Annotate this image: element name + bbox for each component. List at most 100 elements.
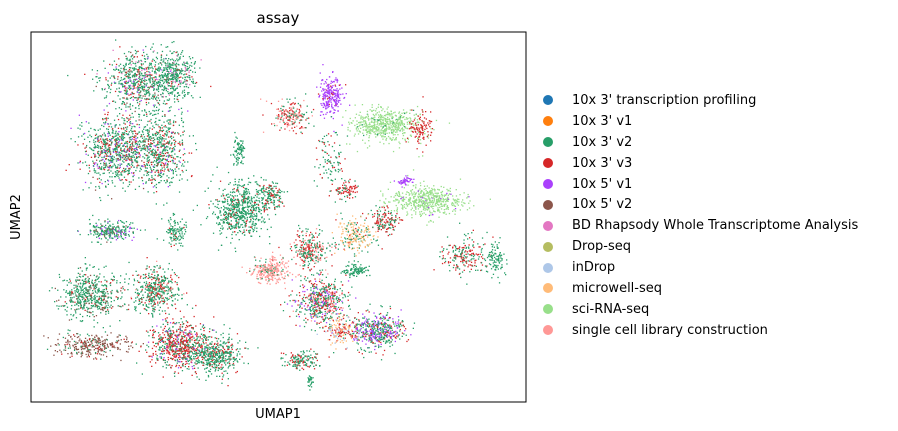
data-point [188,152,190,154]
data-point [192,71,194,73]
data-point [135,310,137,312]
data-point [67,332,69,335]
data-point [170,336,172,339]
data-point [182,342,184,344]
data-point [174,354,176,356]
data-point [171,181,173,184]
data-point [150,284,152,286]
data-point [164,87,167,89]
data-point [105,96,107,99]
data-point [75,303,78,305]
data-point [120,230,122,232]
data-point [147,66,149,69]
data-point [162,95,165,98]
data-point [162,358,164,361]
data-point [167,127,169,129]
data-point [134,82,136,84]
data-point [63,305,65,307]
data-point [139,84,141,86]
data-point [122,114,124,116]
data-point [134,188,137,190]
data-point [149,148,151,150]
data-point [104,145,107,147]
data-point [179,345,181,347]
data-point [168,352,171,354]
data-point [128,85,130,87]
data-point [183,331,185,334]
data-point [182,363,184,365]
data-point [143,86,146,88]
data-point [98,234,100,237]
data-point [172,350,174,353]
data-point [151,287,153,289]
data-point [131,227,133,229]
data-point [116,340,118,342]
data-point [171,72,174,74]
data-point [175,65,177,67]
data-point [236,360,238,362]
data-point [123,128,125,130]
data-point [175,66,178,68]
data-point [173,89,175,92]
data-point [129,80,131,82]
data-point [241,356,243,358]
data-point [156,164,158,167]
data-point [164,62,166,64]
data-point [113,81,116,83]
data-point [172,171,174,173]
data-point [141,180,144,182]
data-point [143,126,145,128]
data-point [98,299,100,301]
data-point [159,75,161,77]
data-point [160,356,163,358]
data-point [110,225,112,227]
data-point [80,283,82,285]
data-point [70,336,72,338]
data-point [105,142,107,144]
data-point [119,143,121,145]
data-point [124,281,126,283]
data-point [165,68,167,70]
data-point [86,350,88,352]
data-point [163,334,166,336]
data-point [167,286,169,288]
data-point [69,300,71,302]
data-point [197,341,199,343]
data-point [181,143,183,145]
data-point [168,142,170,144]
data-point [147,160,149,162]
data-point [147,135,149,137]
data-point [133,67,135,69]
data-point [170,344,172,346]
data-point [87,308,89,310]
data-point [139,91,142,93]
data-point [80,339,82,342]
data-point [155,350,157,353]
data-point [160,275,163,278]
data-point [158,104,161,106]
data-point [164,115,166,117]
data-point [104,166,106,169]
data-point [116,88,118,90]
data-point [211,364,213,366]
data-point [159,349,161,351]
data-point [65,296,67,298]
data-point [100,243,102,245]
data-point [166,344,168,346]
data-point [120,136,122,138]
data-point [140,66,143,68]
data-point [126,75,128,77]
data-point [170,296,173,299]
data-point [158,66,160,68]
data-point [82,343,84,345]
data-point [163,352,165,355]
data-point [88,286,90,288]
data-point [175,364,178,366]
data-point [97,136,99,138]
data-point [152,134,154,136]
data-point [181,119,183,122]
data-point [179,174,181,176]
data-point [113,279,115,281]
data-point [181,321,184,323]
data-point [109,231,112,233]
